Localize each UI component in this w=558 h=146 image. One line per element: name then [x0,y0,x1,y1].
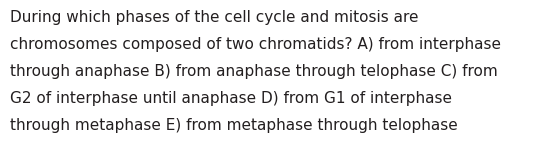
Text: During which phases of the cell cycle and mitosis are: During which phases of the cell cycle an… [10,10,418,25]
Text: through metaphase E) from metaphase through telophase: through metaphase E) from metaphase thro… [10,118,458,133]
Text: chromosomes composed of two chromatids? A) from interphase: chromosomes composed of two chromatids? … [10,37,501,52]
Text: through anaphase B) from anaphase through telophase C) from: through anaphase B) from anaphase throug… [10,64,498,79]
Text: G2 of interphase until anaphase D) from G1 of interphase: G2 of interphase until anaphase D) from … [10,91,452,106]
